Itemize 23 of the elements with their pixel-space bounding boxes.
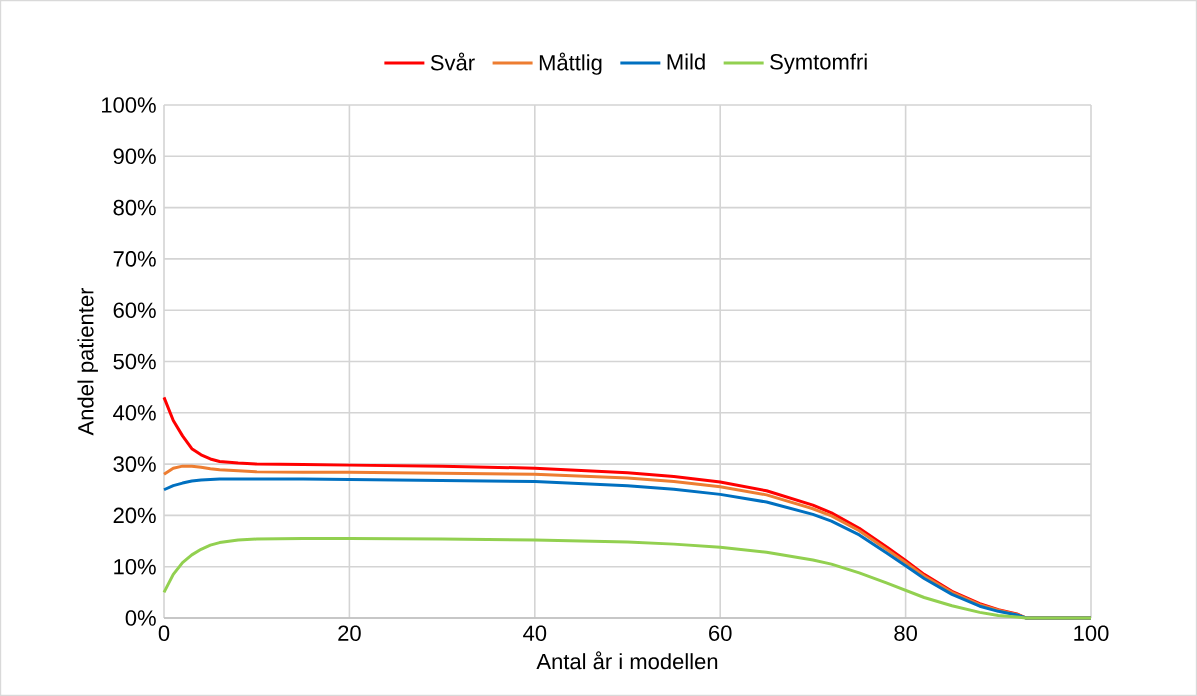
y-tick-label: 80%	[113, 199, 156, 216]
x-tick-label: 0	[158, 625, 170, 641]
legend-label: Svår	[430, 52, 475, 71]
y-tick-label: 20%	[113, 507, 156, 524]
y-tick-label: 70%	[113, 251, 156, 267]
y-tick-label: 100%	[102, 97, 156, 113]
x-tick-label: 60	[709, 625, 732, 641]
y-tick-label: 60%	[113, 302, 156, 318]
x-tick-label: 40	[523, 625, 547, 641]
y-axis-title: Andel patienter	[77, 287, 98, 436]
legend-label: Mild	[667, 53, 705, 70]
y-tick-label: 0%	[125, 610, 156, 626]
y-tick-label: 90%	[113, 148, 156, 165]
legend-label: Måttlig	[539, 52, 602, 75]
x-tick-label: 20	[338, 625, 361, 641]
y-tick-label: 40%	[113, 404, 156, 421]
legend-label: Symtomfri	[770, 53, 867, 74]
y-tick-label: 10%	[114, 558, 156, 575]
y-tick-label: 30%	[113, 456, 156, 472]
x-tick-label: 80	[894, 625, 917, 641]
y-tick-label: 50%	[113, 353, 156, 370]
x-tick-label: 100	[1074, 625, 1109, 641]
x-axis-title: Antal år i modellen	[536, 651, 718, 670]
